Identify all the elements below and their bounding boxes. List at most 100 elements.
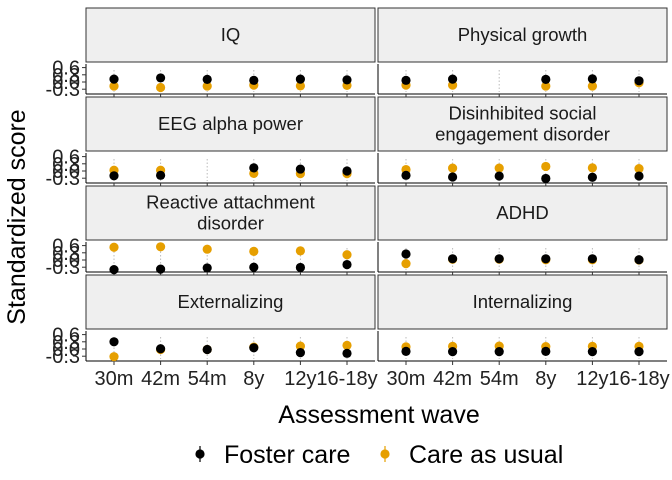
x-tick-label: 12y (576, 368, 608, 390)
point-foster-care (448, 254, 458, 264)
point-foster-care (156, 344, 166, 354)
y-tick-label: 0.6 (52, 58, 80, 80)
point-foster-care (448, 74, 458, 84)
panel: ADHD (377, 185, 668, 276)
point-foster-care (494, 347, 504, 357)
x-tick-label: 8y (535, 368, 556, 390)
y-tick-label: 0.3 (52, 332, 80, 354)
point-care-as-usual (202, 81, 212, 91)
point-foster-care (401, 75, 411, 85)
y-tick-label: 0.3 (52, 243, 80, 265)
point-foster-care (109, 337, 119, 347)
legend-key-dot (195, 449, 205, 459)
point-foster-care (541, 254, 551, 264)
x-tick-label: 16-18y (316, 368, 377, 390)
point-care-as-usual (295, 341, 305, 351)
point-foster-care (401, 346, 411, 356)
y-tick-label: 0.6 (52, 147, 80, 169)
panel-title: Reactive attachment (146, 192, 315, 213)
x-tick-label: 42m (141, 368, 180, 390)
panel-strip (85, 274, 376, 330)
point-care-as-usual (109, 242, 119, 252)
y-tick-label: 0.6 (52, 236, 80, 258)
point-foster-care (541, 173, 551, 184)
y-tick-label: 0.6 (52, 325, 80, 347)
point-foster-care (587, 254, 598, 264)
panel-title: Externalizing (178, 291, 284, 312)
point-care-as-usual (109, 352, 119, 362)
point-foster-care (342, 75, 352, 85)
point-foster-care (494, 171, 504, 181)
legend-key-dot (380, 449, 390, 459)
panel: IQ 0.60.30.0-0.3 (46, 7, 376, 101)
y-tick-label: 0.0 (52, 72, 80, 94)
point-care-as-usual (156, 242, 166, 252)
x-tick-label: 42m (433, 368, 472, 390)
y-tick-label: 0.0 (52, 339, 80, 361)
y-tick-label: -0.3 (46, 346, 80, 368)
point-foster-care (342, 348, 352, 358)
point-foster-care (202, 74, 212, 84)
point-foster-care (109, 74, 119, 84)
panel-strip (85, 96, 376, 152)
panel-title: disorder (197, 213, 264, 234)
y-tick-label: -0.3 (46, 168, 80, 190)
panel-title: Internalizing (473, 291, 573, 312)
panel: Physical growth (377, 7, 668, 98)
point-care-as-usual (109, 81, 119, 91)
point-foster-care (401, 170, 411, 180)
panel-title: EEG alpha power (158, 113, 303, 134)
x-tick-label: 30m (387, 368, 426, 390)
panel-title: IQ (221, 24, 241, 45)
point-foster-care (587, 172, 598, 182)
panel-title: Physical growth (458, 24, 588, 45)
point-foster-care (541, 346, 551, 356)
y-tick-label: -0.3 (46, 79, 80, 101)
point-foster-care (249, 262, 259, 272)
point-foster-care (587, 347, 598, 357)
panel-strip (377, 7, 668, 63)
point-care-as-usual (541, 161, 551, 172)
x-tick-label: 12y (284, 368, 316, 390)
panel-strip (85, 7, 376, 63)
panel-title: Disinhibited social (448, 103, 596, 124)
point-foster-care (202, 263, 212, 273)
point-foster-care (634, 171, 644, 181)
point-foster-care (295, 74, 305, 84)
legend-label: Care as usual (409, 441, 563, 469)
x-tick-label: 30m (95, 368, 134, 390)
point-foster-care (541, 74, 551, 84)
point-care-as-usual (494, 163, 504, 173)
point-foster-care (156, 170, 166, 180)
y-axis-title: Standardized score (3, 109, 31, 324)
point-foster-care (249, 163, 259, 173)
point-foster-care (342, 166, 352, 176)
point-foster-care (587, 74, 598, 84)
point-care-as-usual (156, 82, 166, 93)
point-care-as-usual (249, 246, 259, 256)
point-care-as-usual (401, 259, 411, 269)
panel: Externalizing 0.60.30.0-0.3 30m 42m 54m 8y 12y… (46, 274, 378, 390)
point-foster-care (156, 264, 166, 274)
point-foster-care (448, 172, 458, 182)
point-care-as-usual (634, 164, 644, 174)
point-care-as-usual (342, 250, 352, 260)
point-foster-care (295, 262, 305, 273)
point-foster-care (634, 255, 644, 265)
x-tick-label: 16-18y (608, 368, 669, 390)
point-foster-care (109, 171, 119, 181)
point-foster-care (634, 76, 644, 86)
legend-label: Foster care (224, 441, 350, 469)
panel: Internalizing 30m 42m 54m 8y 12y 16-18y (377, 274, 670, 390)
point-foster-care (448, 347, 458, 357)
point-foster-care (249, 343, 259, 353)
point-care-as-usual (295, 246, 305, 256)
point-foster-care (109, 265, 119, 275)
panel-title: engagement disorder (435, 124, 610, 145)
x-tick-label: 54m (480, 368, 519, 390)
y-tick-label: -0.3 (46, 257, 80, 279)
panel-strip (85, 185, 376, 241)
